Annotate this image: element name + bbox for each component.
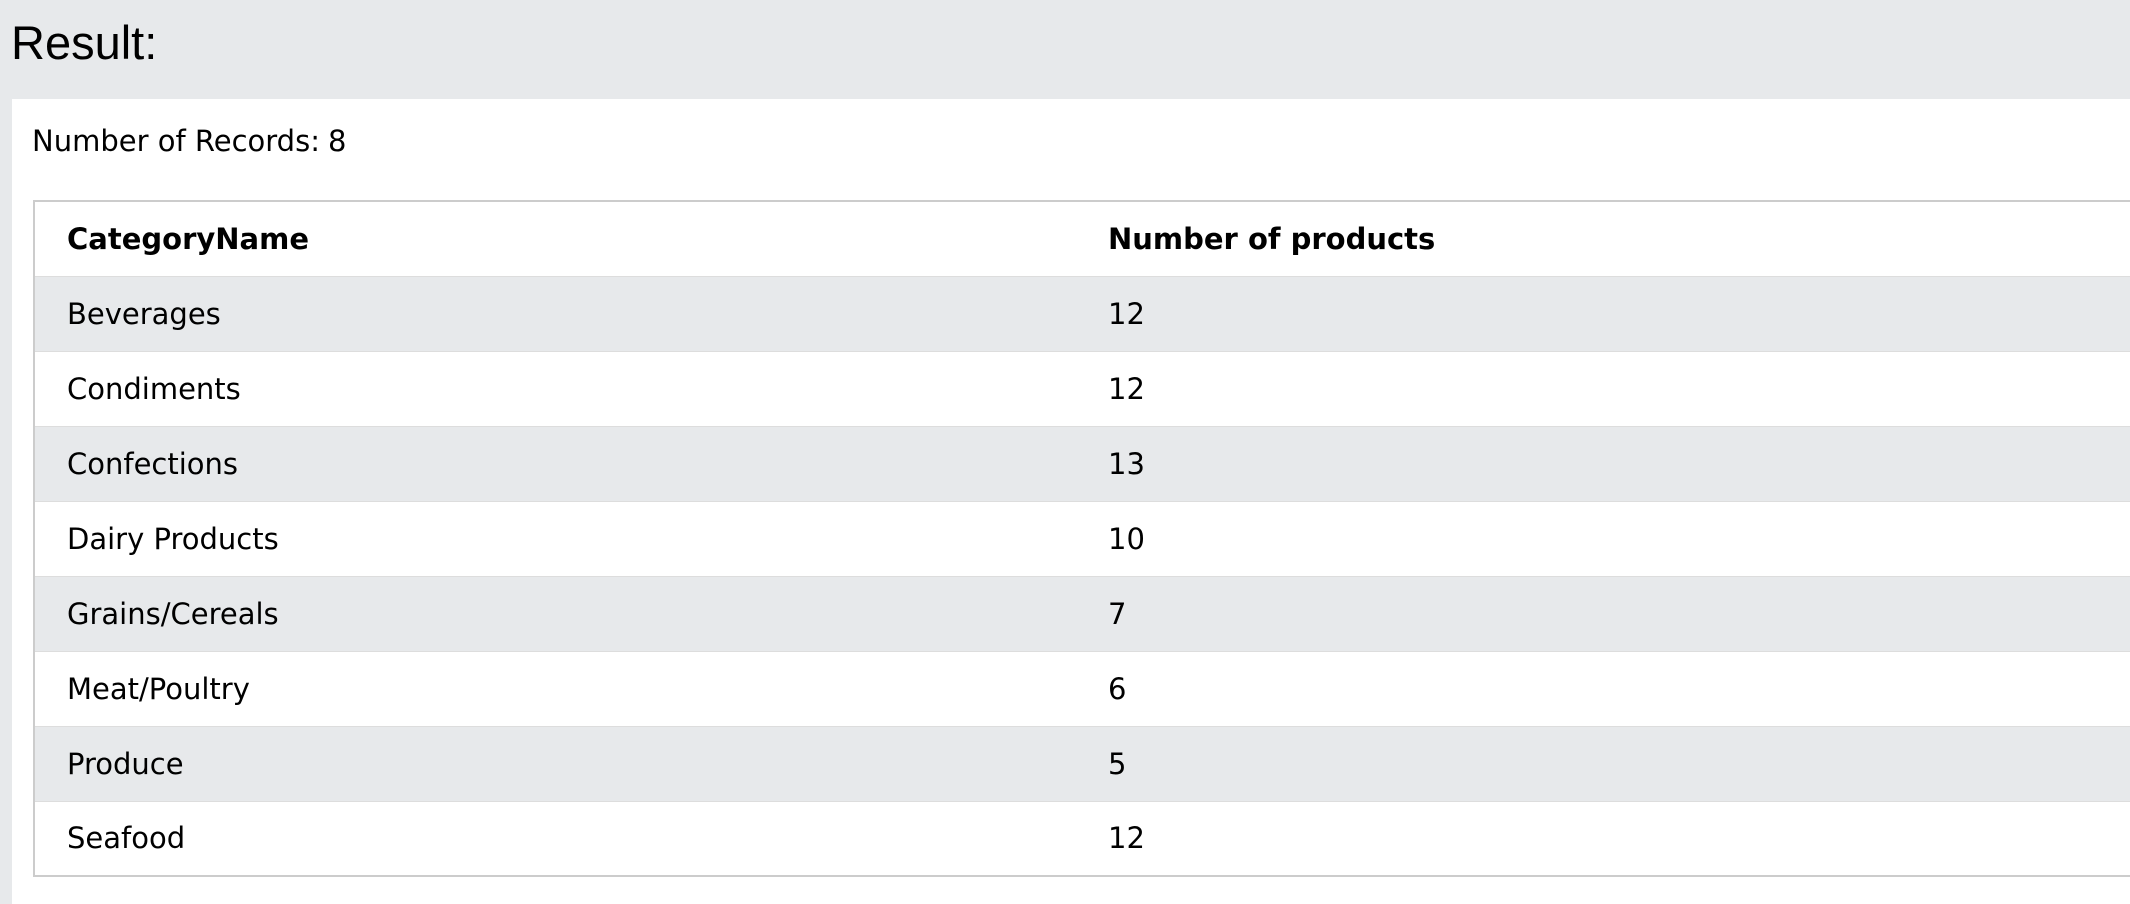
record-count-value: 8 [327, 124, 347, 158]
cell-product-count: 12 [1076, 276, 2130, 352]
table-row: Confections 13 [34, 426, 2130, 502]
cell-product-count: 10 [1076, 501, 2130, 577]
table-row: Beverages 12 [34, 276, 2130, 352]
table-row: Seafood 12 [34, 801, 2130, 877]
cell-category: Condiments [34, 351, 1076, 427]
cell-product-count: 6 [1076, 651, 2130, 727]
record-count: Number of Records: 8 [32, 119, 346, 163]
cell-product-count: 12 [1076, 801, 2130, 877]
table-row: Condiments 12 [34, 351, 2130, 427]
table-row: Dairy Products 10 [34, 501, 2130, 577]
cell-product-count: 13 [1076, 426, 2130, 502]
cell-category: Grains/Cereals [34, 576, 1076, 652]
cell-category: Confections [34, 426, 1076, 502]
cell-category: Beverages [34, 276, 1076, 352]
result-panel: Number of Records: 8 CategoryName Number … [12, 99, 2130, 904]
table-row: Grains/Cereals 7 [34, 576, 2130, 652]
cell-product-count: 7 [1076, 576, 2130, 652]
cell-category: Produce [34, 726, 1076, 802]
column-header-number-of-products: Number of products [1076, 201, 2130, 277]
table-row: Produce 5 [34, 726, 2130, 802]
record-count-label: Number of Records: [32, 124, 320, 158]
cell-category: Seafood [34, 801, 1076, 877]
cell-product-count: 12 [1076, 351, 2130, 427]
page-title: Result: [11, 16, 158, 69]
cell-product-count: 5 [1076, 726, 2130, 802]
cell-category: Dairy Products [34, 501, 1076, 577]
table-header-row: CategoryName Number of products [34, 201, 2130, 277]
result-table: CategoryName Number of products Beverage… [33, 200, 2130, 877]
cell-category: Meat/Poultry [34, 651, 1076, 727]
column-header-categoryname: CategoryName [34, 201, 1076, 277]
table-row: Meat/Poultry 6 [34, 651, 2130, 727]
